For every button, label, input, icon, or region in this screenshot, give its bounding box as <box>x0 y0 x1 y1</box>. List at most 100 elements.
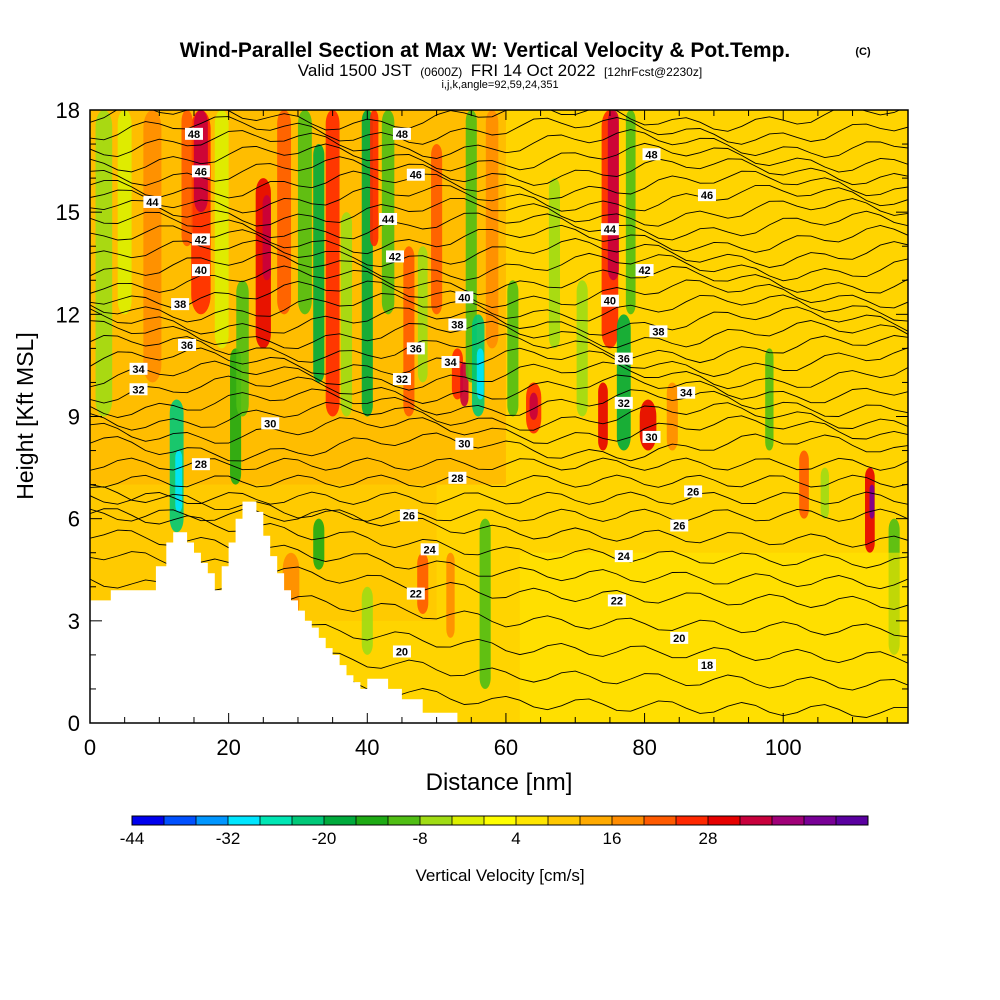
theta-contour-line <box>90 388 908 418</box>
theta-contour-label-text: 38 <box>174 299 186 311</box>
theta-contour-label: 48 <box>392 127 411 141</box>
velocity-plume <box>765 348 774 451</box>
theta-contour-label-text: 48 <box>645 149 657 161</box>
colorbar-swatch <box>708 816 741 825</box>
y-axis-label: Height [Kft MSL] <box>12 332 38 499</box>
theta-contour-label-text: 22 <box>410 589 422 601</box>
velocity-plume <box>476 348 484 400</box>
colorbar: -44 -32 -20 -8 4 16 28 <box>120 815 869 848</box>
theta-contour-label: 26 <box>670 519 689 532</box>
colorbar-swatch <box>804 816 837 825</box>
theta-contour-line <box>90 129 908 159</box>
velocity-plume <box>625 110 636 315</box>
y-tick-label: 12 <box>56 302 80 327</box>
velocity-plume <box>95 110 113 417</box>
theta-contour-line <box>90 293 908 323</box>
theta-contour-label: 36 <box>406 342 425 355</box>
theta-contour-label-text: 26 <box>687 486 699 498</box>
theta-contour-label-text: 28 <box>451 473 463 485</box>
colorbar-swatch <box>260 816 293 825</box>
theta-contour-line <box>90 491 908 505</box>
theta-contour-label-text: 36 <box>181 340 193 352</box>
chart-subtitle: Valid 1500 JST (0600Z) FRI 14 Oct 2022 [… <box>298 61 702 80</box>
field-band <box>519 552 908 723</box>
colorbar-tick-label: -8 <box>412 829 427 848</box>
theta-contour-label: 46 <box>697 189 716 202</box>
velocity-plume <box>607 110 619 281</box>
x-tick-label: 0 <box>84 735 96 760</box>
velocity-plume <box>370 110 379 247</box>
theta-contour-line <box>90 197 908 227</box>
theta-contour-line <box>90 486 908 548</box>
theta-contour-label: 20 <box>392 645 411 658</box>
terrain-mask <box>90 501 908 723</box>
theta-contour-label: 42 <box>191 233 210 246</box>
theta-contour-line <box>90 360 908 391</box>
colorbar-swatch <box>516 816 549 825</box>
colorbar-tick-label: -44 <box>120 829 145 848</box>
theta-contour-line <box>90 279 908 309</box>
theta-contour-label: 32 <box>392 373 411 386</box>
theta-contour-line <box>90 374 908 404</box>
velocity-plume <box>277 110 292 315</box>
y-tick-label: 18 <box>56 98 80 123</box>
y-tick-label: 3 <box>68 609 80 634</box>
colorbar-swatch <box>836 816 869 825</box>
velocity-field <box>90 110 908 723</box>
theta-contour-label-text: 32 <box>396 374 408 386</box>
theta-contour-label: 28 <box>191 458 210 471</box>
x-tick-label: 40 <box>355 735 379 760</box>
colorbar-swatch <box>420 816 453 825</box>
theta-contour-line <box>90 347 908 377</box>
colorbar-label: Vertical Velocity [cm/s] <box>415 866 584 885</box>
theta-contour-label: 44 <box>600 223 619 236</box>
velocity-plume <box>869 484 875 519</box>
theta-contour-label-text: 34 <box>680 388 693 400</box>
theta-contour-label-text: 38 <box>451 320 463 332</box>
theta-contour-label: 30 <box>261 417 280 430</box>
plot-area: 48 48 48 46 46 46 44 44 44 42 42 42 40 40 40 38 38 38 36 36… <box>90 110 908 723</box>
velocity-plume <box>143 110 162 383</box>
velocity-plume <box>403 246 415 417</box>
x-tick-label: 20 <box>216 735 240 760</box>
velocity-plume <box>175 450 183 512</box>
theta-contour-label-text: 44 <box>146 197 159 209</box>
velocity-plume <box>313 518 325 570</box>
theta-contour-label-text: 40 <box>604 296 616 308</box>
colorbar-tick-label: 28 <box>699 829 718 848</box>
theta-contour-label: 36 <box>178 338 197 352</box>
copyright-mark: (C) <box>855 46 871 58</box>
colorbar-swatch <box>676 816 709 825</box>
theta-contour-label-text: 18 <box>701 660 713 672</box>
theta-contour-label: 26 <box>399 509 418 522</box>
theta-contour-label-text: 20 <box>396 646 408 658</box>
theta-contour-label-text: 22 <box>611 595 623 607</box>
colorbar-swatch <box>484 816 517 825</box>
theta-contour-label-text: 44 <box>382 214 395 226</box>
theta-contour-labels: 48 48 48 46 46 46 44 44 44 42 42 42 40 40 40 38 38 38 36 36… <box>129 127 716 672</box>
colorbar-swatch <box>452 816 485 825</box>
theta-contour-label: 30 <box>642 430 661 444</box>
theta-contour-label: 44 <box>379 212 398 226</box>
colorbar-swatch <box>228 816 261 825</box>
velocity-plume <box>236 280 249 417</box>
theta-contour-label: 38 <box>448 318 467 332</box>
theta-contour-line <box>90 306 908 336</box>
velocity-plume <box>548 178 561 349</box>
theta-contour-label: 24 <box>420 543 439 556</box>
theta-contour-label-text: 48 <box>396 129 408 141</box>
theta-contour-label-text: 44 <box>604 224 617 236</box>
theta-contour-label: 36 <box>614 352 633 366</box>
velocity-plume <box>446 552 455 638</box>
theta-contour-line <box>90 415 908 444</box>
colorbar-swatch <box>772 816 805 825</box>
colorbar-swatch <box>164 816 197 825</box>
theta-contour-label: 22 <box>406 587 425 601</box>
colorbar-swatch <box>644 816 677 825</box>
theta-contour-label-text: 30 <box>264 418 276 430</box>
theta-contour-label-text: 26 <box>673 520 685 532</box>
colorbar-tick-label: -32 <box>216 829 241 848</box>
theta-contour-label-text: 42 <box>638 265 650 277</box>
theta-contour-label: 34 <box>129 362 148 376</box>
